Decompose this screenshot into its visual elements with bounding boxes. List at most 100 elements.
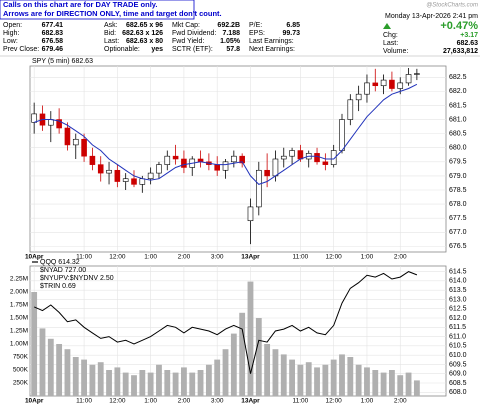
volume-bar [189, 372, 196, 396]
candle-body [239, 155, 245, 164]
candle-body [64, 127, 71, 146]
volume-bar [122, 372, 129, 396]
y-tick-label: 614.0 [449, 278, 467, 285]
candle-body [214, 164, 220, 171]
quote-label: Fwd Yield: [172, 38, 204, 45]
x-tick-label: 2:00 [178, 254, 191, 261]
volume-bar [405, 372, 412, 396]
x-tick-label: 10Apr [25, 398, 44, 405]
y-tick-label: 613.0 [449, 296, 467, 303]
volume-bar [322, 364, 329, 396]
notice-box [0, 0, 195, 20]
volume-bar [197, 370, 204, 396]
x-tick-label: 11:00 [293, 254, 309, 261]
candle-body [264, 169, 270, 177]
x-tick-label: 11:00 [76, 398, 92, 405]
y2-tick-label: 1.25M [10, 328, 28, 335]
quote-label: Last: [383, 40, 398, 47]
quote-value: +3.17 [460, 32, 478, 39]
legend-label: $NYUPV:$NYDNV 2.50 [40, 275, 114, 282]
plot-frame [29, 65, 447, 253]
x-tick-label: 11:00 [293, 398, 309, 405]
quote-value: 692.2B [217, 22, 240, 29]
volume-bar [247, 281, 254, 396]
candle-body [122, 178, 129, 182]
candle-body [272, 158, 279, 177]
candle-body [389, 79, 395, 89]
quote-label: Last: [104, 38, 119, 45]
volume-bar [305, 362, 312, 396]
y2-tick-label: 250K [13, 380, 29, 387]
quote-value: 57.8 [226, 46, 240, 53]
volume-bar [72, 357, 79, 396]
volume-bar [355, 364, 362, 396]
x-tick-label: 12:00 [109, 398, 126, 405]
quote-label: Prev Close: [3, 46, 39, 53]
volume-bar [389, 370, 395, 396]
volume-bar [39, 328, 46, 396]
notice-line: Arrows are for DIRECTION ONLY, time and … [3, 9, 222, 18]
candle-body [172, 155, 179, 160]
volume-bar [330, 359, 337, 396]
quote-label: SCTR (ETF): [172, 46, 213, 53]
y-tick-label: 614.5 [449, 268, 467, 275]
quote-label: Next Earnings: [249, 46, 295, 53]
volume-bar [222, 349, 229, 396]
quote-value: yes [151, 46, 163, 53]
candle-body [322, 161, 329, 165]
y-tick-label: 677.0 [449, 229, 467, 236]
candle-body [139, 178, 146, 185]
quote-label: Optionable: [104, 46, 140, 53]
plot-frame [29, 265, 447, 397]
y2-tick-label: 2.25M [10, 276, 28, 283]
x-tick-label: 13Apr [241, 254, 260, 261]
x-tick-label: 2:00 [178, 398, 191, 405]
candle-body [97, 164, 104, 174]
volume-bar [97, 362, 104, 396]
y-tick-label: 679.0 [449, 173, 467, 180]
volume-bar [31, 292, 38, 396]
change-percent: +0.47% [440, 20, 478, 32]
x-tick-label: 12:00 [109, 254, 126, 261]
quote-label: Fwd Dividend: [172, 30, 216, 37]
volume-bar [106, 370, 112, 396]
quote-value: 1.05% [220, 38, 241, 45]
volume-bar [64, 349, 71, 396]
volume-bar [397, 375, 404, 396]
quote-value: 99.73 [282, 30, 300, 37]
volume-bar [147, 372, 154, 396]
y2-tick-label: 750K [13, 354, 29, 361]
y-tick-label: 612.5 [449, 306, 467, 313]
series-line [33, 271, 418, 374]
y-tick-label: 678.5 [449, 187, 467, 194]
volume-bar [314, 367, 320, 396]
quote-value: 27,633,812 [443, 48, 478, 55]
y-tick-label: 676.5 [449, 243, 467, 250]
y-tick-label: 608.0 [449, 389, 467, 396]
quote-label: Ask: [104, 22, 118, 29]
y2-tick-label: 2.00M [10, 289, 28, 296]
candle-body [364, 82, 370, 95]
candle-body [339, 119, 345, 151]
x-tick-label: 1:00 [361, 254, 374, 261]
y-tick-label: 681.5 [449, 102, 467, 109]
candle-body [289, 150, 295, 157]
volume-bar [181, 367, 187, 396]
y-tick-label: 678.0 [449, 201, 467, 208]
candle-body [297, 150, 304, 160]
legend-label: QQQ 614.32 [40, 259, 80, 266]
x-tick-label: 1:00 [144, 254, 157, 261]
y-tick-label: 608.5 [449, 380, 467, 387]
quote-value: 682.63 x 80 [126, 38, 163, 45]
volume-bar [114, 367, 121, 396]
y-tick-label: 682.5 [449, 74, 467, 81]
candle-body [405, 74, 412, 84]
x-tick-label: 12:00 [326, 254, 343, 261]
x-tick-label: 3:00 [211, 254, 224, 261]
volume-bar [280, 354, 287, 396]
y-tick-label: 613.5 [449, 287, 467, 294]
y-tick-label: 609.5 [449, 361, 467, 368]
y2-tick-label: 1.00M [10, 341, 28, 348]
volume-bar [230, 333, 237, 396]
